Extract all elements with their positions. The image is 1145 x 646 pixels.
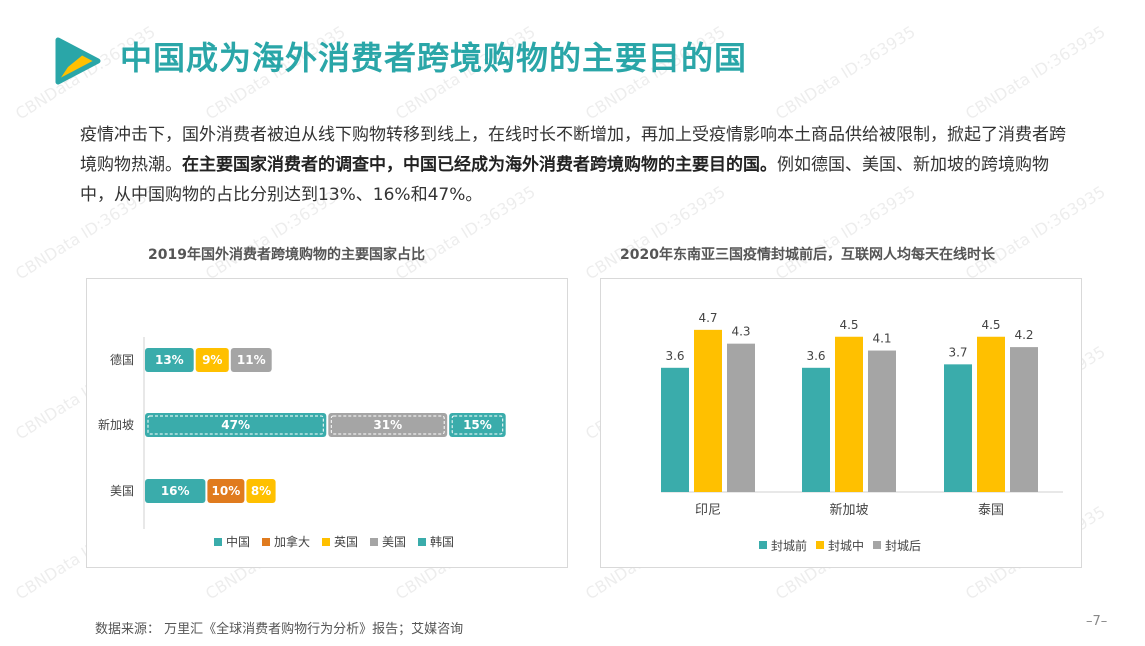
chart1-legend-label: 加拿大 xyxy=(274,534,310,549)
page-title: 中国成为海外消费者跨境购物的主要目的国 xyxy=(120,39,748,77)
chart1-bar-segment xyxy=(145,348,194,372)
chart1-bar-segment xyxy=(449,413,506,437)
chart2-legend-swatch xyxy=(816,541,824,549)
chart2-category-label: 印尼 xyxy=(695,503,721,518)
chart1-data-label: 8% xyxy=(251,484,271,498)
chart2-bar xyxy=(694,329,722,492)
chart2-data-label: 4.5 xyxy=(981,318,1000,332)
chart2-bar xyxy=(944,364,972,492)
chart1-panel: 德国 13% 9% 11% 新加坡 47% 31% 15% 美国 16% 10% 8% 中国 加拿大 英国 美… xyxy=(86,278,568,568)
chart1-bar-segment xyxy=(207,479,245,503)
chart1-data-label: 31% xyxy=(373,418,402,432)
chart1-legend-label: 美国 xyxy=(382,535,406,549)
chart1-category-label: 新加坡 xyxy=(98,417,134,432)
chart2-legend-swatch xyxy=(759,541,767,549)
chart2-category-label: 新加坡 xyxy=(829,502,868,518)
chart2-legend-label: 封城后 xyxy=(885,539,921,553)
chart1-title: 2019年国外消费者跨境购物的主要国家占比 xyxy=(148,247,425,263)
watermark-text: CBNData ID:363935 xyxy=(962,22,1109,123)
chart1-bar-segment xyxy=(145,413,327,437)
chart2-data-label: 4.1 xyxy=(872,332,891,346)
chart2-data-label: 3.6 xyxy=(665,349,684,363)
chart1-data-label: 16% xyxy=(161,484,190,498)
chart1-category-label: 德国 xyxy=(110,352,134,367)
chart1-data-label: 13% xyxy=(155,353,184,367)
chart1-bar-segment xyxy=(230,348,272,372)
chart1-bar-segment-outline xyxy=(147,415,324,435)
chart2-data-label: 4.5 xyxy=(839,318,858,332)
chart2-legend-label: 封城前 xyxy=(771,538,807,553)
chart1-svg: 德国 13% 9% 11% 新加坡 47% 31% 15% 美国 16% 10% 8% 中国 加拿大 英国 美… xyxy=(98,337,506,549)
watermark-text: CBNData ID:363935 xyxy=(772,22,919,123)
chart1-data-label: 10% xyxy=(212,484,241,498)
chart2-data-label: 4.3 xyxy=(731,325,750,339)
chart2-data-label: 3.6 xyxy=(806,349,825,363)
chart2-legend-label: 封城中 xyxy=(828,538,864,553)
chart1-category-label: 美国 xyxy=(110,484,134,498)
chart1-data-label: 47% xyxy=(221,418,250,432)
chart2-panel: 3.6 4.7 4.3 印尼 3.6 4.5 4.1 新加坡 3.7 4.5 4.2 泰国封城前 封城中… xyxy=(600,278,1082,568)
chart2-bar xyxy=(661,367,689,492)
chart1-data-label: 11% xyxy=(237,353,266,367)
chart2-bar xyxy=(868,350,896,492)
chart2-bar xyxy=(727,343,755,492)
chart2-data-label: 4.2 xyxy=(1014,328,1033,342)
intro-highlight: 在主要国家消费者的调查中，中国已经成为海外消费者跨境购物的主要目的国。 xyxy=(182,155,777,175)
chart2-bar xyxy=(802,367,830,492)
chart2-title: 2020年东南亚三国疫情封城前后，互联网人均每天在线时长 xyxy=(620,247,995,263)
chart1-legend-swatch xyxy=(262,538,270,546)
chart1-legend-swatch xyxy=(322,538,330,546)
chart1-bar-segment xyxy=(246,479,276,503)
chart1-legend-swatch xyxy=(418,538,426,546)
play-logo-icon xyxy=(55,37,101,85)
chart1-legend-label: 英国 xyxy=(334,535,358,549)
chart1-bar-segment xyxy=(328,413,448,437)
chart2-category-label: 泰国 xyxy=(978,503,1004,518)
chart2-data-label: 3.7 xyxy=(948,345,967,359)
intro-paragraph: 疫情冲击下，国外消费者被迫从线下购物转移到线上，在线时长不断增加，再加上受疫情影… xyxy=(80,120,1080,210)
chart1-legend-label: 中国 xyxy=(226,534,250,549)
data-source: 数据来源： 万里汇《全球消费者购物行为分析》报告；艾媒咨询 xyxy=(95,622,464,637)
chart1-data-label: 9% xyxy=(202,353,222,367)
chart2-data-label: 4.7 xyxy=(698,311,717,325)
chart2-bar xyxy=(977,336,1005,492)
page-number: –7– xyxy=(1086,614,1108,629)
intro-text-end: 例如德国、美国、新加坡的跨境购物中，从中国购物的占比分别达到13%、16%和47… xyxy=(80,155,1049,205)
chart1-legend-swatch xyxy=(214,538,222,546)
chart2-bar xyxy=(1010,347,1038,492)
chart1-bar-segment-outline xyxy=(451,415,504,435)
chart1-data-label: 15% xyxy=(463,418,492,432)
intro-text: 疫情冲击下，国外消费者被迫从线下购物转移到线上，在线时长不断增加，再加上受疫情影… xyxy=(80,125,1066,175)
chart1-bar-segment xyxy=(195,348,229,372)
chart2-legend-swatch xyxy=(873,541,881,549)
chart1-legend-swatch xyxy=(370,538,378,546)
chart1-bar-segment xyxy=(145,479,206,503)
chart1-legend-label: 韩国 xyxy=(430,534,454,549)
chart2-bar xyxy=(835,336,863,492)
chart1-bar-segment-outline xyxy=(330,415,445,435)
